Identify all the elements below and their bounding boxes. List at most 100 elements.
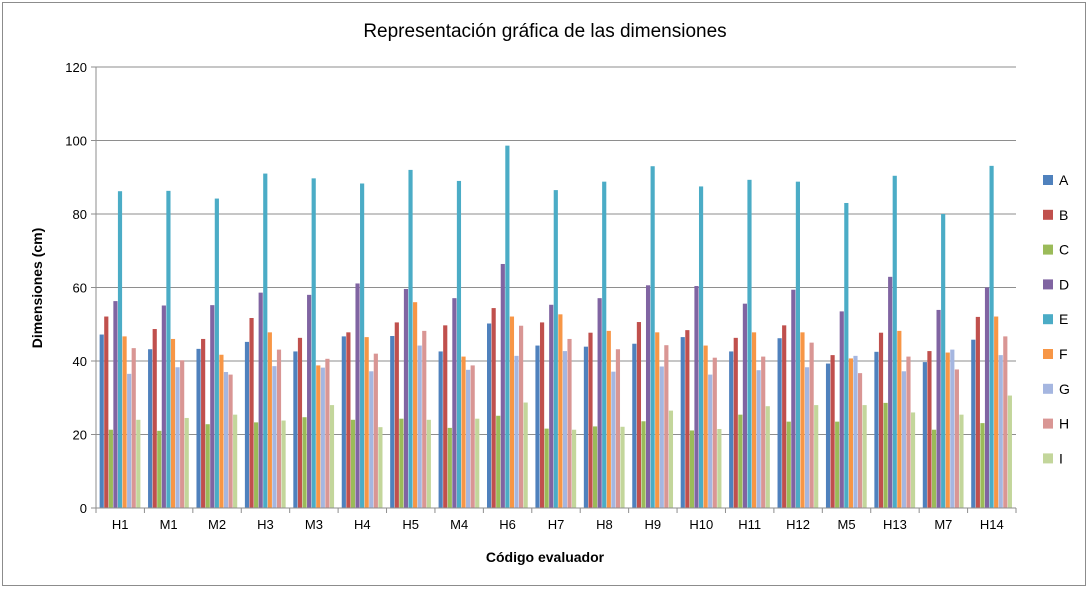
- bar-D-H8: [597, 298, 602, 508]
- bar-E-M4: [456, 180, 462, 508]
- bar-H-H13: [906, 356, 911, 508]
- bar-E-H6: [505, 145, 510, 508]
- bar-F-H14: [994, 316, 999, 508]
- bar-C-M1: [157, 430, 162, 508]
- bar-A-M3: [293, 351, 298, 508]
- bar-C-M4: [447, 427, 452, 508]
- bar-F-M2: [219, 354, 224, 508]
- bar-D-H7: [549, 304, 554, 508]
- y-tick-label: 20: [73, 428, 87, 443]
- bar-A-H14: [971, 339, 976, 508]
- bar-A-H3: [244, 341, 250, 508]
- bar-D-H14: [984, 287, 990, 508]
- bar-H-H12: [809, 342, 814, 509]
- bar-D-H12: [791, 289, 796, 508]
- x-tick-label: H9: [645, 517, 662, 532]
- bar-C-H14: [980, 423, 985, 508]
- bar-D-H1: [113, 301, 118, 508]
- bar-D-H3: [258, 292, 263, 508]
- bar-D-H9: [645, 285, 651, 508]
- bar-F-H8: [606, 330, 611, 508]
- bar-B-M4: [443, 325, 448, 508]
- bar-B-H13: [878, 332, 884, 508]
- bars: [99, 145, 1012, 509]
- bar-I-H7: [572, 429, 577, 508]
- bar-B-H1: [104, 316, 109, 508]
- legend-swatch-H: [1043, 418, 1053, 429]
- legend-swatch-I: [1043, 453, 1053, 464]
- legend-label-B: B: [1059, 207, 1068, 223]
- bar-A-H13: [874, 351, 879, 508]
- legend-swatch-F: [1043, 349, 1053, 359]
- bar-F-H10: [703, 345, 708, 508]
- x-tick-label: M2: [208, 517, 226, 532]
- bar-E-H14: [989, 165, 994, 509]
- bar-I-H6: [523, 402, 528, 508]
- bar-H-M3: [325, 358, 330, 508]
- bar-G-H7: [562, 351, 568, 508]
- bar-B-H5: [394, 322, 399, 508]
- bar-H-H11: [761, 356, 766, 508]
- x-tick-label: M7: [934, 517, 952, 532]
- bar-G-M7: [950, 349, 955, 508]
- bar-B-H14: [975, 316, 980, 508]
- legend-label-D: D: [1059, 276, 1069, 292]
- bar-G-H9: [659, 366, 664, 508]
- bar-H-H1: [131, 348, 136, 508]
- legend-swatch-E: [1043, 314, 1053, 325]
- bar-D-M7: [936, 309, 941, 508]
- bar-C-M2: [205, 424, 210, 508]
- bar-D-H4: [355, 283, 360, 508]
- bar-H-H10: [712, 357, 717, 508]
- x-tick-label: M5: [837, 517, 855, 532]
- legend-swatch-D: [1043, 279, 1053, 290]
- bar-I-H8: [620, 426, 625, 508]
- legend-swatch-C: [1043, 244, 1053, 255]
- x-tick-label: M1: [160, 517, 178, 532]
- bar-F-H4: [364, 337, 369, 508]
- bar-I-H5: [426, 419, 431, 508]
- bar-B-H9: [636, 322, 642, 508]
- bar-I-H13: [910, 412, 916, 508]
- bar-E-M2: [214, 198, 219, 508]
- bar-B-H3: [249, 318, 254, 508]
- bar-H-H9: [664, 345, 669, 508]
- x-tick-label: H5: [402, 517, 419, 532]
- bar-H-H4: [373, 353, 378, 508]
- bar-A-M1: [148, 349, 153, 508]
- bar-E-H5: [408, 169, 413, 508]
- bar-C-H11: [738, 414, 743, 508]
- x-axis-title: Código evaluador: [486, 549, 605, 565]
- bar-E-H13: [892, 175, 897, 508]
- bar-F-H1: [122, 336, 127, 508]
- bar-I-H9: [668, 410, 674, 508]
- bar-A-H8: [583, 346, 589, 508]
- bar-E-H4: [360, 183, 365, 508]
- bar-D-H13: [888, 276, 893, 508]
- bar-E-M7: [941, 214, 946, 508]
- x-tick-label: H1: [112, 517, 129, 532]
- bar-B-H11: [733, 337, 738, 508]
- bar-H-H5: [422, 330, 427, 508]
- bar-I-M2: [233, 414, 238, 508]
- bar-B-H12: [782, 325, 787, 508]
- bar-G-H10: [708, 374, 713, 508]
- bar-F-H13: [897, 330, 902, 508]
- bar-E-H8: [602, 181, 607, 508]
- bar-A-H7: [535, 345, 540, 508]
- bar-I-H10: [717, 428, 722, 508]
- bar-A-H5: [390, 336, 395, 508]
- bar-F-H5: [413, 302, 418, 508]
- bar-F-H7: [558, 314, 563, 508]
- y-tick-label: 120: [65, 60, 87, 75]
- legend-label-A: A: [1059, 172, 1069, 188]
- x-tick-label: H3: [257, 517, 274, 532]
- bar-D-M2: [210, 305, 215, 508]
- bar-E-H12: [795, 181, 800, 508]
- bar-I-H12: [814, 405, 819, 508]
- bar-B-H6: [491, 308, 496, 508]
- y-tick-label: 40: [73, 354, 87, 369]
- bar-C-H9: [641, 421, 646, 508]
- bar-I-H11: [765, 406, 770, 508]
